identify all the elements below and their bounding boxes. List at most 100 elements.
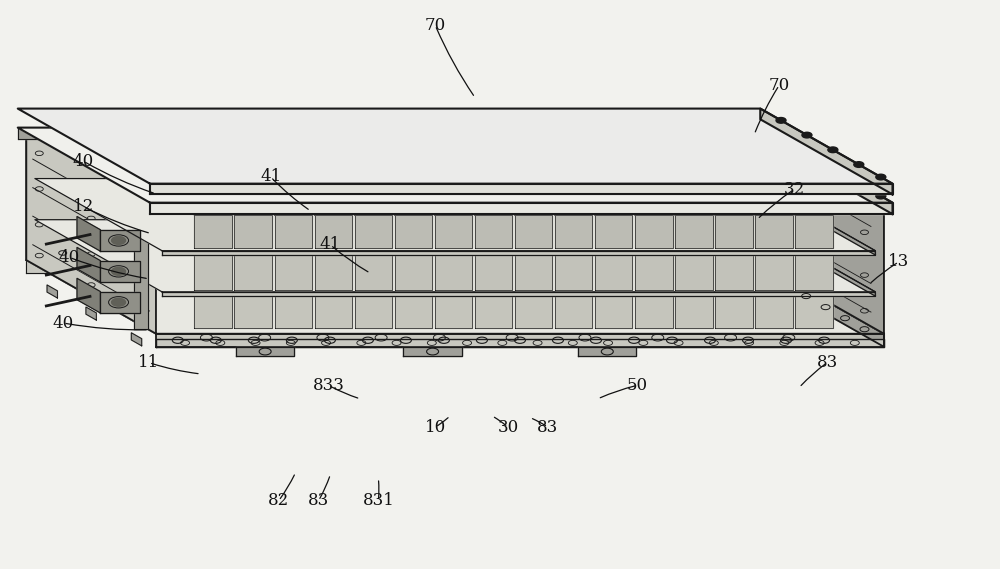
Polygon shape (645, 225, 675, 236)
Text: 833: 833 (313, 377, 344, 394)
Polygon shape (601, 150, 753, 215)
Polygon shape (645, 185, 675, 196)
Polygon shape (725, 225, 755, 236)
Text: 82: 82 (268, 492, 289, 509)
Polygon shape (395, 296, 432, 328)
Circle shape (112, 237, 126, 245)
Text: 70: 70 (769, 77, 790, 94)
Polygon shape (405, 185, 435, 196)
Polygon shape (86, 307, 96, 320)
Polygon shape (561, 150, 713, 215)
Polygon shape (26, 260, 754, 273)
Polygon shape (26, 260, 884, 333)
Polygon shape (565, 225, 595, 236)
Polygon shape (245, 185, 275, 196)
Polygon shape (315, 215, 352, 249)
Polygon shape (561, 191, 713, 255)
Polygon shape (748, 220, 875, 296)
Polygon shape (285, 185, 315, 196)
Polygon shape (156, 333, 884, 347)
Polygon shape (285, 266, 315, 277)
Polygon shape (760, 127, 893, 214)
Polygon shape (748, 179, 875, 255)
Polygon shape (205, 185, 235, 196)
Polygon shape (100, 261, 140, 282)
Polygon shape (635, 215, 673, 249)
Polygon shape (515, 296, 552, 328)
Polygon shape (355, 255, 392, 290)
Polygon shape (130, 298, 785, 309)
Polygon shape (765, 185, 795, 196)
Polygon shape (555, 255, 592, 290)
Polygon shape (205, 225, 235, 236)
Polygon shape (405, 266, 435, 277)
Polygon shape (241, 150, 392, 215)
Polygon shape (395, 215, 432, 249)
Polygon shape (100, 291, 140, 313)
Polygon shape (315, 296, 352, 328)
Polygon shape (795, 296, 833, 328)
Circle shape (776, 118, 786, 123)
Polygon shape (485, 266, 515, 277)
Polygon shape (18, 127, 893, 203)
Polygon shape (635, 296, 673, 328)
Polygon shape (281, 232, 432, 296)
Polygon shape (35, 220, 875, 292)
Polygon shape (601, 232, 753, 296)
Polygon shape (281, 191, 432, 255)
Polygon shape (160, 150, 312, 215)
Polygon shape (165, 225, 195, 236)
Polygon shape (681, 150, 833, 215)
Polygon shape (441, 232, 592, 296)
Polygon shape (525, 185, 555, 196)
Circle shape (854, 162, 864, 167)
Polygon shape (760, 109, 893, 195)
Polygon shape (162, 251, 875, 255)
Polygon shape (281, 150, 432, 215)
Polygon shape (445, 225, 475, 236)
Text: 41: 41 (320, 236, 341, 253)
Polygon shape (245, 225, 275, 236)
Polygon shape (561, 232, 713, 296)
Polygon shape (485, 225, 515, 236)
Polygon shape (685, 185, 715, 196)
Polygon shape (361, 232, 512, 296)
Polygon shape (481, 191, 632, 255)
Polygon shape (156, 339, 884, 347)
Polygon shape (725, 185, 755, 196)
Polygon shape (725, 266, 755, 277)
Polygon shape (100, 230, 140, 251)
Polygon shape (315, 255, 352, 290)
Polygon shape (595, 296, 632, 328)
Circle shape (876, 174, 886, 180)
Polygon shape (521, 232, 673, 296)
Polygon shape (361, 191, 512, 255)
Text: 41: 41 (260, 168, 281, 185)
Polygon shape (485, 185, 515, 196)
Circle shape (802, 132, 812, 138)
Polygon shape (355, 296, 392, 328)
Polygon shape (160, 232, 312, 296)
Polygon shape (234, 215, 272, 249)
Polygon shape (641, 150, 793, 215)
Polygon shape (595, 255, 632, 290)
Polygon shape (525, 225, 555, 236)
Polygon shape (47, 285, 57, 298)
Polygon shape (205, 266, 235, 277)
Polygon shape (675, 255, 713, 290)
Polygon shape (715, 255, 753, 290)
Polygon shape (236, 347, 294, 356)
Circle shape (776, 137, 786, 142)
Text: 40: 40 (53, 315, 74, 332)
Polygon shape (685, 266, 715, 277)
Polygon shape (555, 215, 592, 249)
Polygon shape (160, 191, 312, 255)
Text: 40: 40 (73, 152, 94, 170)
Polygon shape (35, 179, 875, 251)
Text: 40: 40 (59, 249, 80, 266)
Polygon shape (795, 255, 833, 290)
Polygon shape (578, 347, 636, 356)
Polygon shape (715, 215, 753, 249)
Text: 70: 70 (425, 17, 446, 34)
Polygon shape (765, 225, 795, 236)
